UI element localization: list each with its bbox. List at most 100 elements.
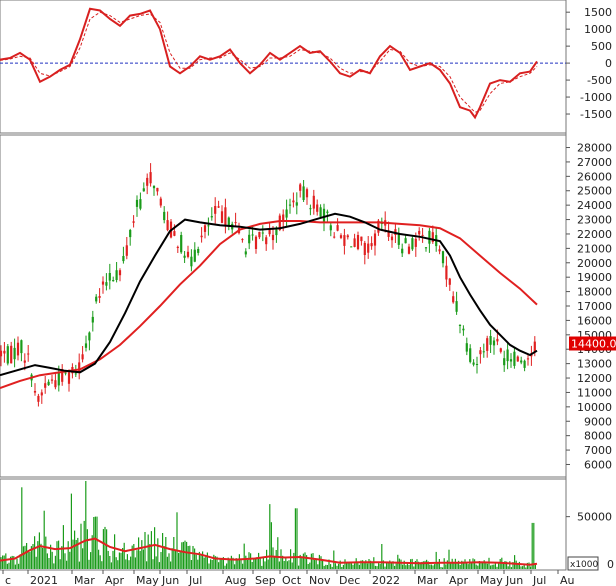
candle-body bbox=[414, 238, 417, 247]
candle-body bbox=[367, 243, 370, 253]
price-tick-label: 24000 bbox=[577, 199, 612, 212]
candle-body bbox=[224, 207, 227, 225]
price-tick-label: 6000 bbox=[584, 458, 612, 471]
candle-body bbox=[47, 381, 50, 386]
candle-body bbox=[462, 328, 465, 331]
candle-body bbox=[472, 362, 475, 365]
candle-body bbox=[455, 301, 458, 312]
candle-body bbox=[183, 255, 186, 258]
candle-body bbox=[428, 230, 431, 244]
price-panel bbox=[0, 134, 567, 478]
candle-body bbox=[299, 184, 302, 191]
candle-body bbox=[275, 229, 278, 236]
candle-body bbox=[356, 235, 360, 250]
candle-body bbox=[203, 225, 207, 232]
month-label: Oct bbox=[282, 574, 302, 586]
candle-body bbox=[115, 270, 118, 280]
candle-body bbox=[431, 232, 434, 242]
candle-body bbox=[479, 350, 482, 355]
candle-body bbox=[282, 214, 285, 222]
candle-body bbox=[156, 187, 159, 192]
candle-body bbox=[302, 186, 305, 200]
price-tick-label: 26000 bbox=[577, 170, 612, 183]
candle-body bbox=[418, 230, 421, 235]
ma-short-line bbox=[0, 212, 538, 377]
candle-body bbox=[139, 199, 142, 209]
candle-body bbox=[353, 238, 356, 247]
candle-body bbox=[346, 235, 349, 238]
candle-body bbox=[50, 379, 54, 381]
candle-body bbox=[78, 362, 81, 373]
candle-body bbox=[533, 341, 536, 353]
candle-body bbox=[149, 172, 152, 184]
oscillator-panel bbox=[0, 0, 567, 134]
oscillator-tick-label: 500 bbox=[591, 40, 612, 53]
month-label: Aug bbox=[225, 574, 246, 586]
oscillator-tick-label: -500 bbox=[587, 74, 612, 87]
panel-frames bbox=[0, 0, 567, 571]
candle-body bbox=[227, 217, 230, 225]
price-tick-label: 20000 bbox=[577, 257, 612, 270]
candle-body bbox=[316, 204, 319, 212]
month-label: Apr bbox=[105, 574, 125, 586]
candle-body bbox=[373, 233, 377, 246]
candle-body bbox=[98, 296, 101, 298]
oscillator-tick-label: -1000 bbox=[580, 91, 612, 104]
candle-body bbox=[16, 342, 20, 356]
candle-body bbox=[377, 220, 380, 233]
month-label: Jul bbox=[188, 574, 202, 586]
candle-body bbox=[322, 208, 326, 223]
candle-body bbox=[27, 353, 30, 355]
candle-body bbox=[146, 177, 149, 186]
candle-body bbox=[33, 391, 37, 393]
candle-body bbox=[132, 221, 135, 223]
candle-body bbox=[401, 248, 404, 254]
candle-body bbox=[465, 343, 468, 352]
candle-body bbox=[370, 243, 373, 247]
candle-body bbox=[61, 369, 64, 382]
price-tick-label: 9000 bbox=[584, 415, 612, 428]
candle-body bbox=[91, 316, 94, 323]
volume-axis: 50000 0 bbox=[566, 511, 614, 571]
candle-body bbox=[339, 235, 343, 238]
candle-body bbox=[176, 246, 179, 248]
oscillator-tick-label: 1000 bbox=[584, 23, 612, 36]
candle-body bbox=[496, 338, 499, 342]
candle-body bbox=[118, 270, 122, 276]
month-label: Au bbox=[560, 574, 575, 586]
month-label: Jun bbox=[161, 574, 179, 586]
month-label: Mar bbox=[417, 574, 438, 586]
candle-body bbox=[261, 232, 264, 234]
price-moving-averages bbox=[0, 212, 538, 390]
candle-body bbox=[387, 230, 390, 237]
price-tick-label: 18000 bbox=[577, 286, 612, 299]
oscillator-layer bbox=[0, 7, 566, 120]
volume-unit-label: x1000 bbox=[570, 560, 599, 570]
candle-body bbox=[207, 225, 210, 227]
candle-body bbox=[489, 336, 492, 345]
price-tick-label: 10000 bbox=[577, 401, 612, 414]
candle-body bbox=[6, 346, 9, 364]
candle-body bbox=[445, 265, 448, 280]
candle-body bbox=[523, 360, 526, 368]
candle-body bbox=[288, 204, 292, 206]
candle-body bbox=[251, 234, 254, 236]
price-tick-label: 13000 bbox=[577, 358, 612, 371]
candle-body bbox=[268, 229, 271, 235]
price-tick-label: 21000 bbox=[577, 242, 612, 255]
candle-body bbox=[509, 359, 513, 362]
oscillator-axis: 1500 1000 500 0 -500 -1000 -1500 bbox=[566, 6, 612, 121]
candle-body bbox=[312, 195, 315, 209]
candle-body bbox=[475, 364, 479, 365]
candle-body bbox=[166, 220, 169, 231]
candle-body bbox=[513, 351, 516, 366]
candle-body bbox=[241, 239, 244, 241]
month-label: c bbox=[5, 574, 11, 586]
month-axis: c 2021 Mar Apr May Jun Jul Aug Sep Oct Nov Dec 2022 M… bbox=[2, 570, 575, 586]
candle-body bbox=[0, 350, 3, 357]
candle-body bbox=[363, 242, 366, 255]
price-tick-label: 28000 bbox=[577, 142, 612, 155]
candle-body bbox=[329, 225, 332, 231]
